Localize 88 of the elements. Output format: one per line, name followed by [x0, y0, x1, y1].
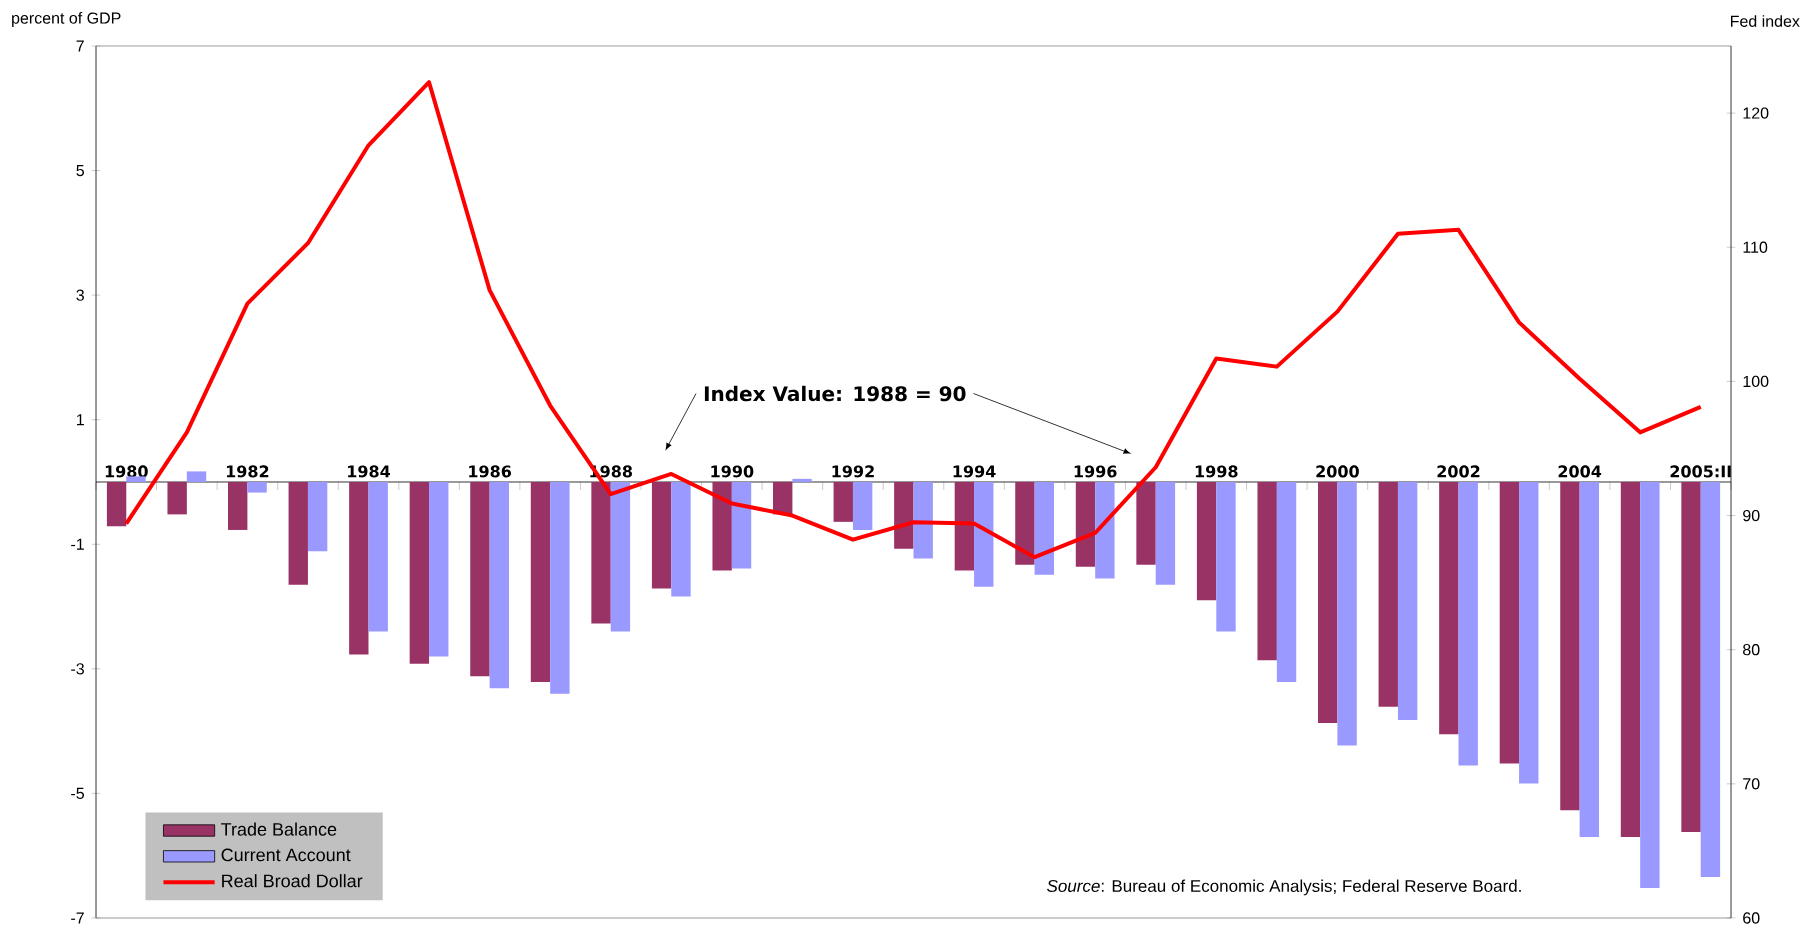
bar	[1640, 481, 1660, 889]
x-tick-label: 1980	[105, 465, 148, 478]
bar	[852, 481, 873, 530]
bar	[368, 481, 388, 632]
bar	[1519, 481, 1539, 784]
bar	[349, 481, 369, 655]
y-axis-title: percent of GDP	[12, 12, 121, 27]
y-tick-label: -3	[71, 663, 84, 675]
x-tick-label: 1986	[469, 465, 512, 478]
annotation: Source: Bureau of Economic Analysis; Federal Reserve Board.	[1047, 879, 1521, 896]
bar	[1276, 481, 1297, 682]
bar	[1015, 481, 1035, 565]
bar	[307, 481, 328, 552]
bar	[1155, 481, 1176, 585]
x-tick-label: 2005:II	[1670, 465, 1731, 478]
bar	[429, 481, 449, 657]
bar	[1378, 481, 1398, 707]
bar	[489, 481, 509, 689]
bar	[126, 476, 146, 482]
y2-tick-label: 90	[1743, 509, 1760, 522]
bar	[591, 481, 611, 624]
bar	[1397, 481, 1418, 720]
bar	[954, 481, 975, 571]
bar	[792, 478, 812, 482]
bar	[186, 471, 207, 482]
bar	[894, 481, 914, 549]
bar	[1439, 481, 1459, 735]
bar	[228, 481, 248, 530]
bar	[833, 481, 853, 522]
y-tick-label: -1	[71, 538, 84, 550]
y-tick-label: -7	[71, 912, 84, 924]
bar	[731, 481, 752, 569]
annotation: Index Value: 1988 = 90	[704, 385, 966, 402]
y2-axis-title: Fed index	[1731, 15, 1800, 27]
x-tick-label: 1994	[953, 465, 996, 478]
x-tick-label: 1984	[348, 465, 391, 478]
bar	[1075, 481, 1096, 567]
bar	[1136, 481, 1156, 565]
bar	[530, 481, 551, 682]
y-tick-label: 7	[76, 40, 84, 52]
y-tick-label: -5	[71, 787, 84, 800]
bar	[1095, 481, 1115, 579]
y2-tick-label: 100	[1743, 375, 1769, 388]
bar	[1337, 481, 1357, 746]
bar	[1700, 481, 1721, 877]
y2-tick-label: 60	[1743, 912, 1760, 924]
bar	[247, 481, 267, 493]
x-tick-label: 1990	[711, 465, 754, 478]
x-tick-label: 1982	[226, 465, 269, 478]
bar	[1560, 481, 1580, 811]
y-tick-label: 1	[77, 414, 84, 426]
bar	[1681, 481, 1701, 833]
bar	[288, 481, 308, 585]
bar	[1257, 481, 1277, 661]
bar	[1579, 481, 1599, 838]
y-tick-label: 5	[76, 164, 84, 177]
x-tick-label: 1996	[1074, 465, 1117, 478]
x-tick-label: 2004	[1558, 465, 1602, 478]
bar	[1196, 481, 1217, 601]
bar	[550, 481, 570, 694]
bar	[470, 481, 490, 677]
bar	[1458, 481, 1478, 766]
bar	[651, 481, 672, 589]
bar	[712, 481, 732, 571]
y2-tick-label: 110	[1743, 241, 1768, 253]
bar	[1499, 481, 1520, 764]
bar	[1034, 481, 1054, 575]
legend-label: Current Account	[221, 848, 351, 862]
bar	[167, 481, 187, 515]
x-tick-label: 1998	[1195, 465, 1238, 478]
x-tick-label: 2000	[1316, 465, 1359, 478]
bar	[671, 481, 691, 597]
y2-tick-label: 70	[1743, 778, 1760, 790]
bar	[974, 481, 994, 587]
bar	[610, 481, 631, 632]
y2-tick-label: 80	[1743, 644, 1760, 656]
x-tick-label: 1992	[832, 465, 874, 478]
legend-label: Real Broad Dollar	[222, 874, 363, 888]
bar	[1216, 481, 1236, 632]
bar	[409, 481, 430, 664]
y-tick-label: 3	[76, 289, 84, 301]
bar	[1318, 481, 1338, 724]
bar	[1620, 481, 1641, 838]
bar	[106, 481, 127, 527]
legend-label: Trade Balance	[221, 822, 337, 836]
x-tick-label: 2002	[1437, 465, 1480, 478]
y2-tick-label: 120	[1743, 107, 1769, 119]
bar	[913, 481, 933, 559]
